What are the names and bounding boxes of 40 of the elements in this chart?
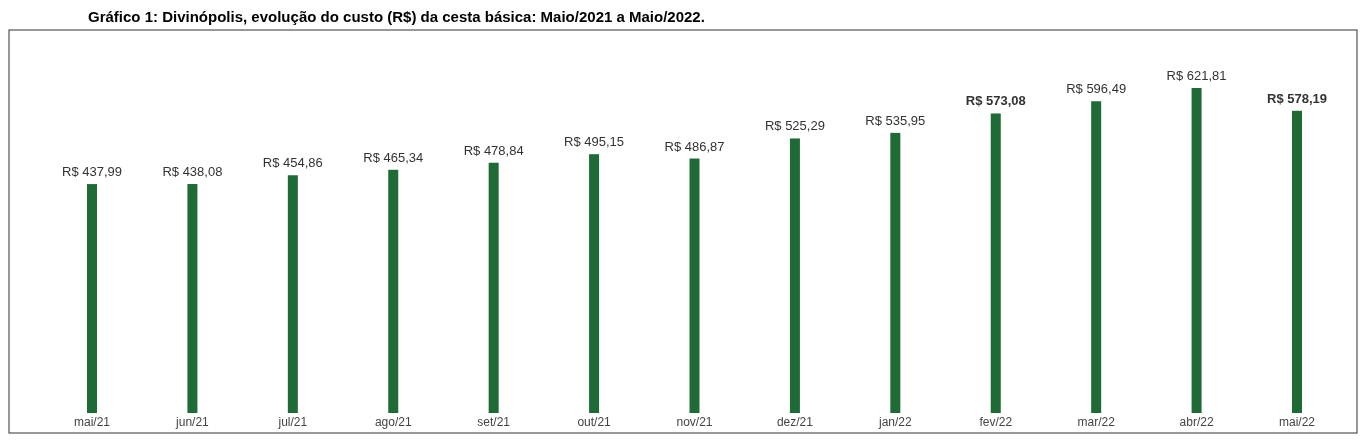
x-tick-label: ago/21 xyxy=(374,415,412,429)
x-tick-label: nov/21 xyxy=(676,415,713,429)
x-tick-label: jan/22 xyxy=(877,415,912,429)
data-label: R$ 478,84 xyxy=(463,142,524,158)
data-label: R$ 596,49 xyxy=(1066,81,1127,97)
data-label: R$ 437,99 xyxy=(62,164,122,180)
bar xyxy=(890,132,901,413)
bar xyxy=(287,175,298,413)
bar xyxy=(1292,110,1302,413)
bar xyxy=(589,154,600,413)
x-tick-label: set/21 xyxy=(477,415,511,429)
data-label: R$ 621,81 xyxy=(1166,68,1227,83)
x-tick-label: jun/21 xyxy=(175,415,210,429)
bar xyxy=(990,113,1001,413)
bar xyxy=(1191,88,1202,413)
bar xyxy=(1091,101,1102,413)
data-label: R$ 495,15 xyxy=(564,134,625,150)
data-label: R$ 578,19 xyxy=(1267,90,1327,106)
chart-title: Gráfico 1: Divinópolis, evolução do custo (R$) da cesta básica: Maio/2021 a Maio/2022. xyxy=(88,8,705,25)
bar xyxy=(187,184,198,413)
x-tick-label: mai/22 xyxy=(1278,415,1316,429)
bar xyxy=(789,138,800,413)
bar xyxy=(488,162,499,413)
data-label: R$ 454,86 xyxy=(262,155,323,171)
bar xyxy=(87,184,97,413)
data-label: R$ 486,87 xyxy=(664,138,725,154)
x-tick-label: mar/22 xyxy=(1077,415,1116,429)
x-tick-label: jul/21 xyxy=(277,415,308,429)
x-tick-label: dez/21 xyxy=(776,415,814,429)
x-tick-label: fev/22 xyxy=(979,415,1013,429)
x-tick-label: out/21 xyxy=(577,415,612,429)
bar xyxy=(388,169,399,413)
data-label: R$ 465,34 xyxy=(363,149,424,165)
data-label: R$ 573,08 xyxy=(965,93,1026,109)
x-tick-label: abr/22 xyxy=(1179,415,1214,429)
data-label: R$ 525,29 xyxy=(764,118,825,134)
data-label: R$ 438,08 xyxy=(162,164,223,180)
data-label: R$ 535,95 xyxy=(865,112,926,128)
x-tick-label: mai/21 xyxy=(73,415,111,429)
bar xyxy=(689,158,700,413)
